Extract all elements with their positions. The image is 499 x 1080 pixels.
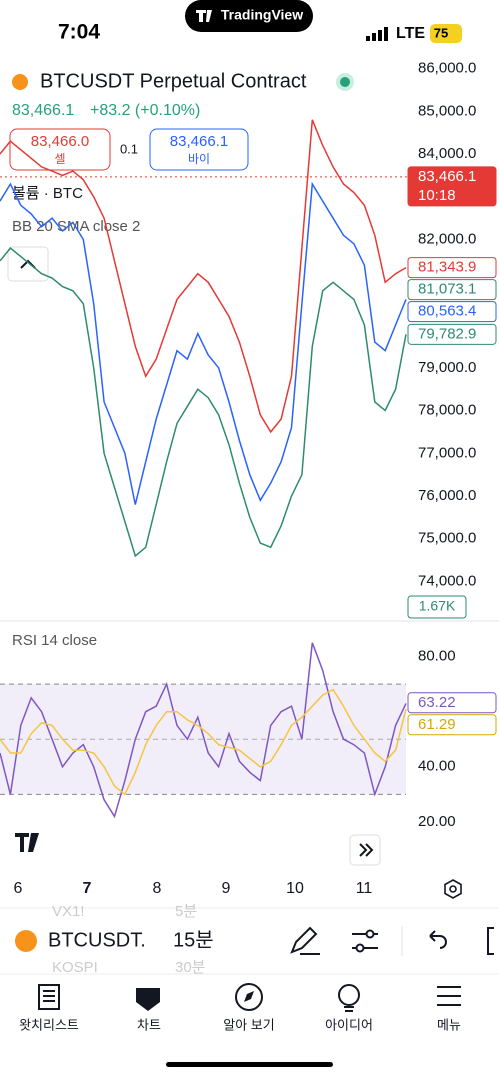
y-tick-label: 82,000.0	[418, 231, 476, 248]
series-line	[0, 688, 407, 796]
x-tick-label: 7	[83, 880, 92, 897]
nav-label[interactable]: 메뉴	[437, 1017, 461, 1032]
sell-button[interactable]	[9, 128, 111, 171]
buy-button[interactable]	[149, 128, 249, 171]
price-tag: 63.22	[418, 694, 456, 711]
ideas-base	[344, 1006, 354, 1012]
tv-logo	[15, 833, 39, 852]
undo[interactable]	[429, 930, 447, 949]
series-line	[0, 181, 407, 505]
series-line	[0, 247, 407, 558]
change: +83.2 (+0.10%)	[90, 102, 200, 119]
explore-icon[interactable]	[235, 983, 263, 1011]
price-tag: 79,782.9	[418, 325, 476, 342]
y-tick-label: 85,000.0	[418, 102, 476, 119]
battery-level: 75	[434, 25, 448, 40]
nav-label[interactable]: 왓치리스트	[19, 1017, 79, 1032]
toolbar-coin	[15, 930, 37, 952]
y-tick-label: 74,000.0	[418, 572, 476, 589]
price-tag-box	[407, 166, 497, 207]
symbol-title: BTCUSDT Perpetual Contract	[40, 70, 307, 92]
price-tag-time: 10:18	[418, 187, 456, 204]
network: LTE	[396, 25, 425, 42]
y-tick-label: 86,000.0	[418, 60, 476, 77]
app-pill	[185, 0, 313, 32]
x-tick-label: 11	[356, 880, 373, 897]
price-tag-box	[407, 257, 497, 279]
y-tick-label: 76,000.0	[418, 487, 476, 504]
price-tag-box	[407, 279, 497, 301]
volume-tag: 1.67K	[419, 598, 456, 614]
ghost-interval: 5분	[175, 903, 197, 920]
toolbar-interval[interactable]: 15분	[173, 929, 214, 951]
toolbar-symbol[interactable]: BTCUSDT.	[48, 929, 146, 951]
y-tick-label: 20.00	[418, 813, 456, 830]
price-tag-box	[407, 692, 497, 714]
ghost-symbol: VX1!	[52, 903, 85, 920]
y-tick-label: 80.00	[418, 648, 456, 665]
ghost-interval: 30분	[175, 959, 206, 976]
menu-icon[interactable]	[437, 986, 461, 1006]
signal	[366, 27, 388, 41]
draw-tool[interactable]	[290, 926, 320, 955]
app-name: TradingView	[221, 7, 303, 23]
indicator-tool[interactable]	[352, 929, 378, 953]
fullscreen[interactable]	[487, 927, 494, 955]
ghost-symbol: KOSPI	[52, 959, 98, 976]
rsi-legend: RSI 14 close	[12, 632, 97, 649]
price-tag-box	[407, 714, 497, 736]
buy-price: 83,466.1	[170, 133, 228, 150]
spread: 0.1	[120, 141, 138, 156]
quote: 83,466.1	[12, 102, 74, 119]
clock: 7:04	[58, 21, 100, 44]
buy-label: 바이	[188, 152, 210, 166]
y-tick-label: 84,000.0	[418, 145, 476, 162]
y-tick-label: 78,000.0	[418, 402, 476, 419]
price-tag: 83,466.1	[418, 168, 476, 185]
x-tick-label: 9	[222, 880, 231, 897]
nav-label[interactable]: 알아 보기	[223, 1017, 274, 1032]
x-tick-label: 6	[14, 880, 23, 897]
price-tag: 81,343.9	[418, 259, 476, 276]
x-tick-label: 8	[153, 880, 162, 897]
price-tag: 61.29	[418, 716, 456, 733]
chart-icon[interactable]	[136, 988, 160, 1011]
y-tick-label: 77,000.0	[418, 444, 476, 461]
sell-price: 83,466.0	[31, 133, 89, 150]
x-tick-label: 10	[286, 880, 304, 897]
battery	[430, 24, 462, 43]
price-tag: 80,563.4	[418, 303, 476, 320]
coin-icon	[12, 74, 28, 90]
y-tick-label: 75,000.0	[418, 530, 476, 547]
y-tick-label: 79,000.0	[418, 359, 476, 376]
volume-tag-box	[407, 595, 467, 619]
settings-icon-center	[449, 885, 457, 893]
expand-icon	[359, 843, 374, 857]
home-indicator	[166, 1062, 333, 1067]
y-tick-label: 40.00	[418, 758, 456, 775]
settings-icon[interactable]	[444, 879, 462, 899]
collapse-button[interactable]	[7, 246, 49, 282]
app-logo	[196, 10, 212, 22]
price-tag-box	[407, 301, 497, 323]
nav-label[interactable]: 차트	[137, 1017, 161, 1032]
explore-needle	[244, 991, 254, 1002]
watchlist-icon[interactable]	[38, 984, 60, 1010]
ideas-icon[interactable]	[338, 984, 360, 1006]
volume-legend: 볼륨 · BTC	[12, 185, 83, 202]
price-tag-box	[407, 323, 497, 345]
price-tag: 81,073.1	[418, 281, 476, 298]
series-line	[0, 119, 407, 434]
sell-label: 셀	[54, 152, 65, 166]
market-dot	[340, 77, 350, 87]
series-line	[0, 642, 407, 819]
nav-label[interactable]: 아이디어	[325, 1017, 373, 1032]
